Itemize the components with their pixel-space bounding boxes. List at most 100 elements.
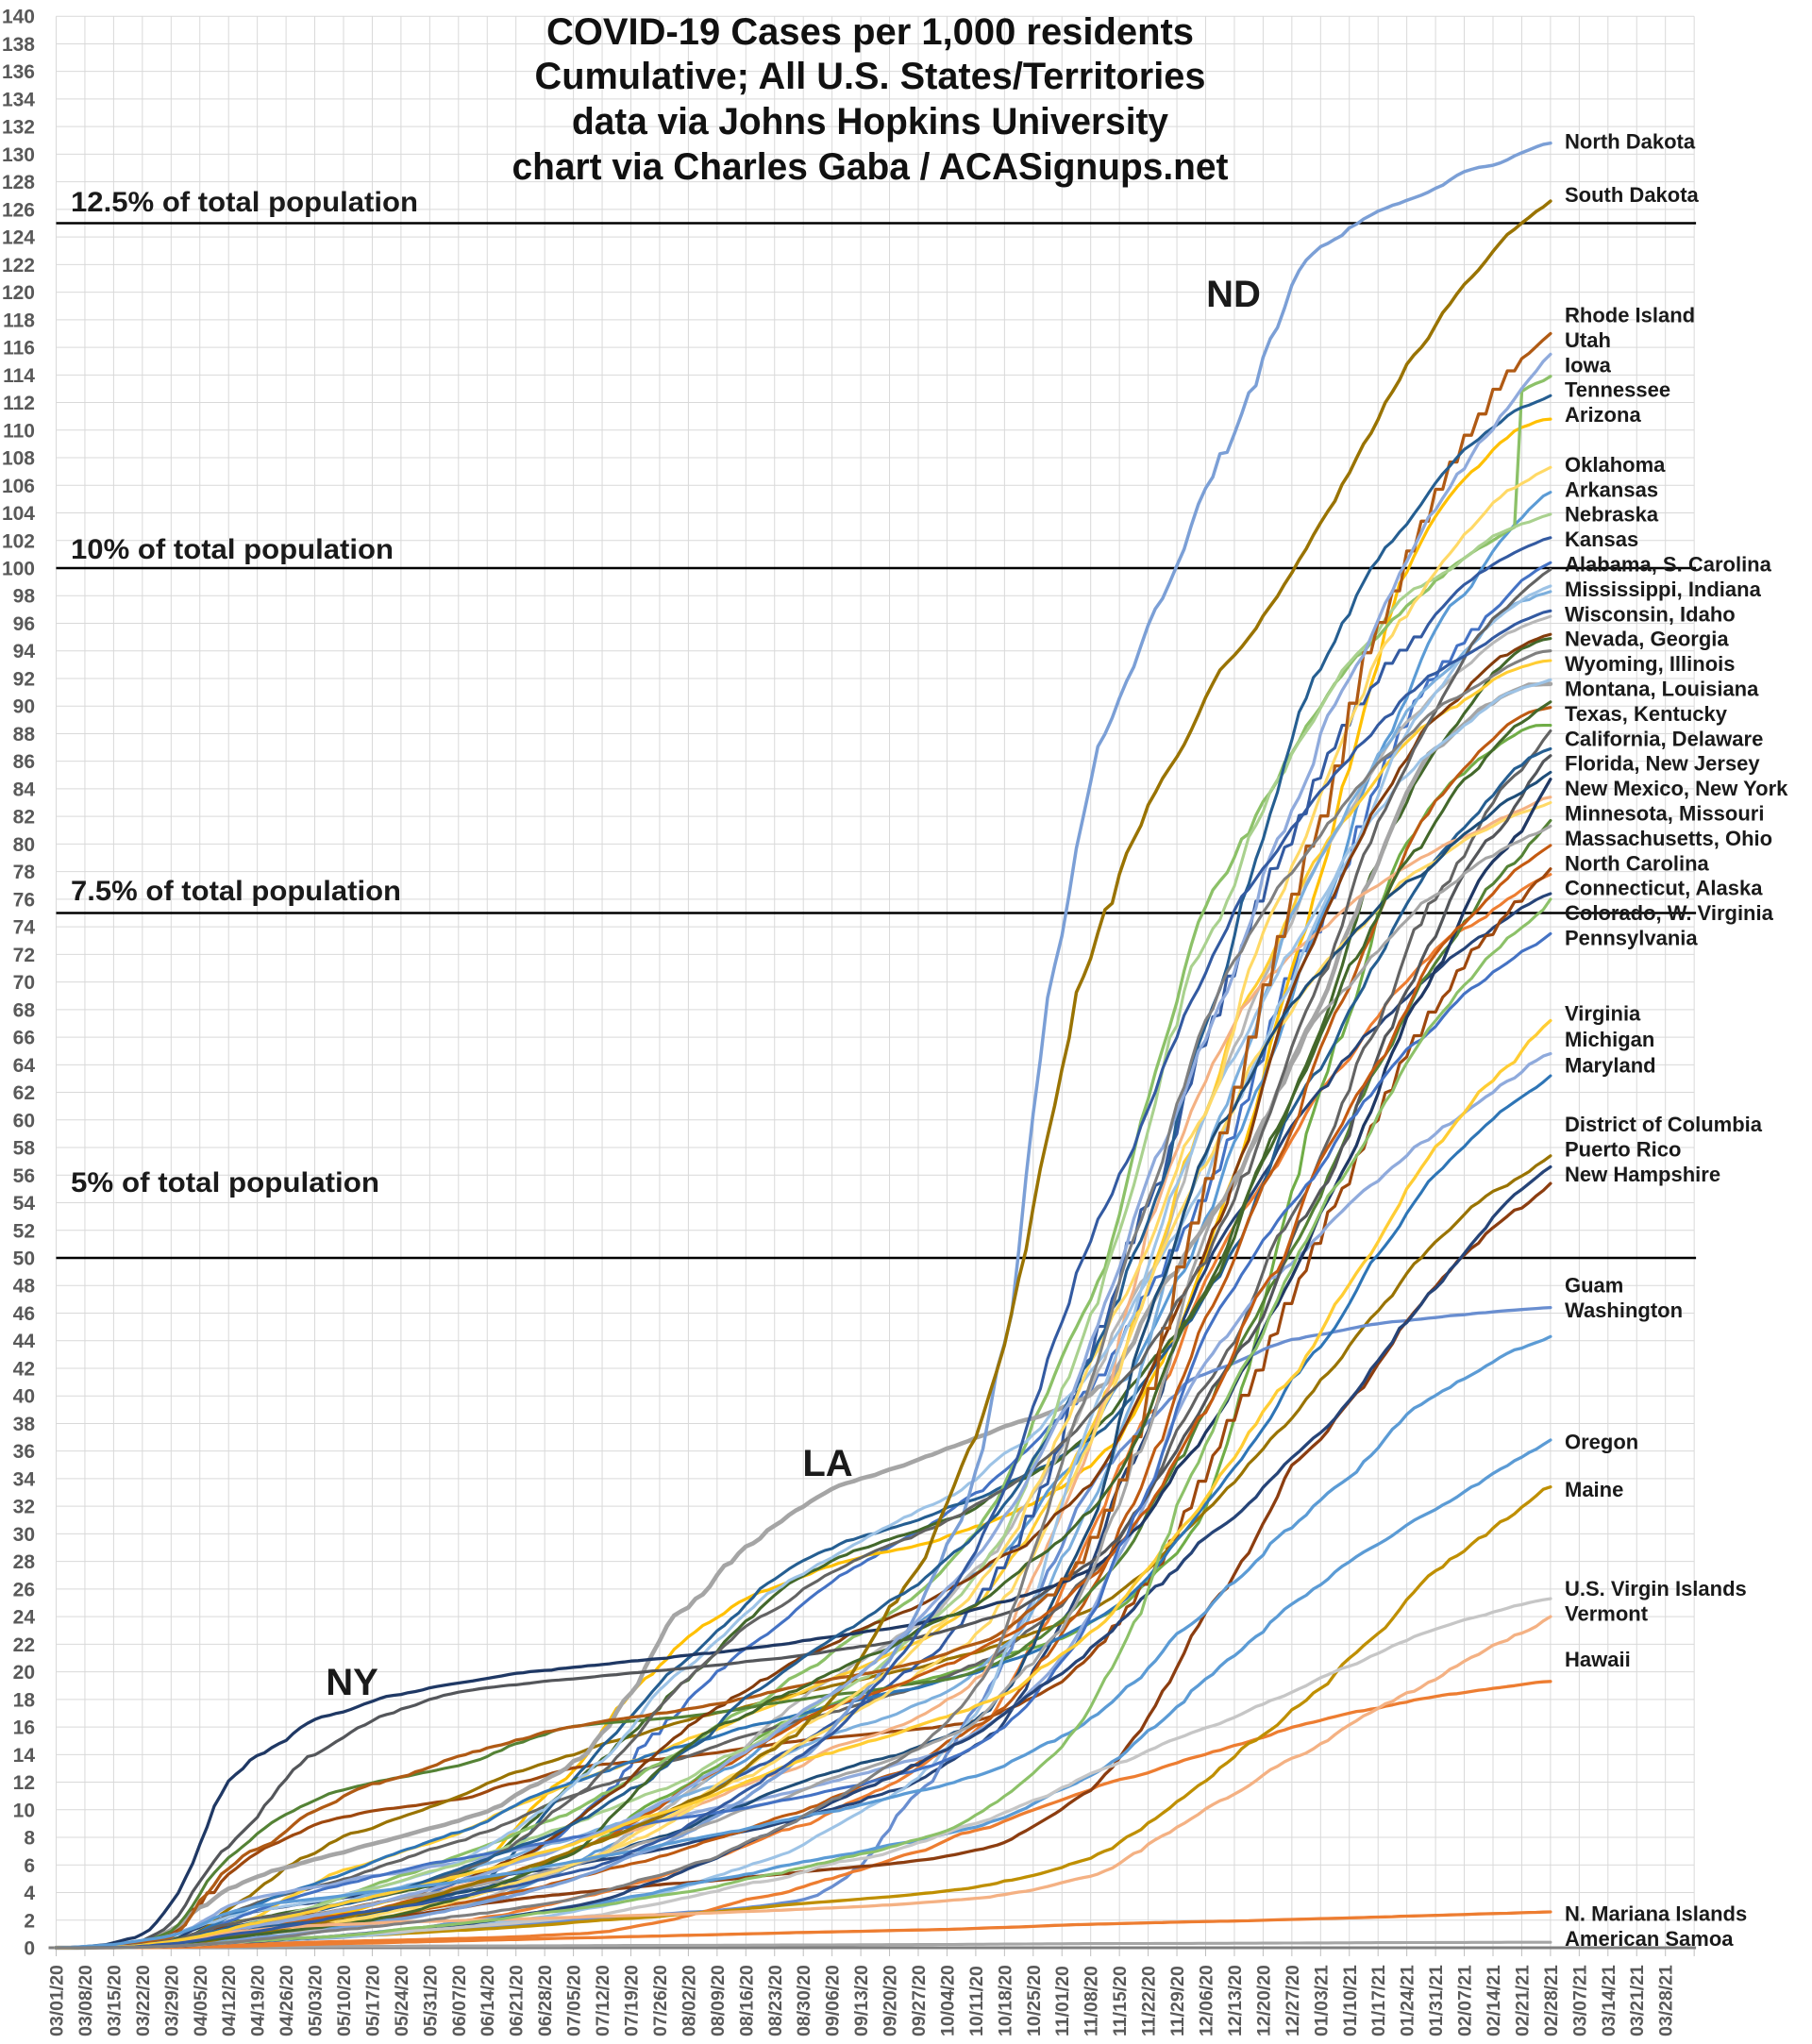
svg-text:130: 130	[2, 144, 35, 166]
svg-text:16: 16	[13, 1717, 35, 1739]
svg-text:Arizona: Arizona	[1565, 403, 1641, 427]
svg-text:128: 128	[2, 172, 35, 193]
svg-text:Wisconsin, Idaho: Wisconsin, Idaho	[1565, 602, 1736, 626]
svg-text:Wyoming, Illinois: Wyoming, Illinois	[1565, 652, 1736, 676]
svg-text:Rhode Island: Rhode Island	[1565, 304, 1695, 327]
svg-text:10/18/20: 10/18/20	[995, 1965, 1015, 2036]
svg-text:92: 92	[13, 669, 35, 691]
svg-text:03/01/20: 03/01/20	[47, 1965, 68, 2036]
svg-text:South Dakota: South Dakota	[1565, 183, 1700, 207]
svg-text:Cumulative; All U.S. States/Te: Cumulative; All U.S. States/Territories	[535, 56, 1206, 97]
svg-text:04/05/20: 04/05/20	[191, 1965, 211, 2036]
svg-text:32: 32	[13, 1497, 35, 1518]
svg-text:New Mexico, New York: New Mexico, New York	[1565, 777, 1788, 800]
svg-text:NY: NY	[326, 1662, 378, 1703]
svg-text:10: 10	[13, 1800, 35, 1821]
svg-text:06/28/20: 06/28/20	[535, 1965, 556, 2036]
svg-text:Maine: Maine	[1565, 1478, 1623, 1501]
svg-text:Iowa: Iowa	[1565, 353, 1612, 377]
svg-text:94: 94	[13, 641, 36, 662]
svg-text:42: 42	[13, 1359, 35, 1381]
svg-text:06/07/20: 06/07/20	[449, 1965, 470, 2036]
svg-text:140: 140	[2, 7, 35, 28]
svg-text:Massachusetts, Ohio: Massachusetts, Ohio	[1565, 827, 1772, 850]
svg-text:09/27/20: 09/27/20	[909, 1965, 930, 2036]
svg-text:N. Mariana Islands: N. Mariana Islands	[1565, 1902, 1747, 1926]
svg-text:50: 50	[13, 1248, 35, 1270]
svg-text:09/13/20: 09/13/20	[851, 1965, 872, 2036]
svg-text:COVID-19 Cases per 1,000 resid: COVID-19 Cases per 1,000 residents	[546, 11, 1194, 53]
svg-text:09/06/20: 09/06/20	[823, 1965, 844, 2036]
svg-text:American Samoa: American Samoa	[1565, 1927, 1734, 1951]
svg-text:90: 90	[13, 696, 35, 718]
svg-text:Kansas: Kansas	[1565, 528, 1638, 551]
svg-text:Arkansas: Arkansas	[1565, 477, 1658, 501]
svg-text:78: 78	[13, 862, 36, 883]
svg-text:104: 104	[2, 503, 35, 525]
svg-text:136: 136	[2, 61, 35, 83]
svg-text:02/28/21: 02/28/21	[1541, 1965, 1562, 2036]
svg-text:09/20/20: 09/20/20	[881, 1965, 901, 2036]
svg-text:34: 34	[13, 1468, 36, 1490]
svg-text:07/26/20: 07/26/20	[650, 1965, 671, 2036]
svg-text:116: 116	[3, 338, 35, 360]
svg-text:12.5% of total population: 12.5% of total population	[71, 187, 418, 218]
svg-text:chart via Charles Gaba / ACASi: chart via Charles Gaba / ACASignups.net	[512, 146, 1229, 188]
svg-text:04/26/20: 04/26/20	[277, 1965, 297, 2036]
svg-text:08/23/20: 08/23/20	[765, 1965, 786, 2036]
svg-text:54: 54	[13, 1193, 36, 1215]
svg-text:01/10/21: 01/10/21	[1340, 1965, 1361, 2036]
svg-text:20: 20	[13, 1662, 35, 1684]
svg-text:4: 4	[24, 1883, 35, 1904]
svg-text:01/24/21: 01/24/21	[1398, 1965, 1418, 2036]
svg-text:86: 86	[13, 751, 35, 773]
svg-text:Utah: Utah	[1565, 328, 1611, 352]
svg-text:Montana, Louisiana: Montana, Louisiana	[1565, 678, 1759, 701]
svg-text:08/30/20: 08/30/20	[794, 1965, 814, 2036]
svg-text:70: 70	[13, 972, 35, 994]
svg-text:5% of total population: 5% of total population	[71, 1167, 379, 1198]
svg-text:44: 44	[13, 1331, 36, 1352]
svg-text:18: 18	[13, 1689, 36, 1711]
svg-text:22: 22	[13, 1634, 35, 1656]
svg-text:6: 6	[24, 1855, 35, 1877]
svg-text:Nevada, Georgia: Nevada, Georgia	[1565, 628, 1729, 651]
svg-text:12/20/20: 12/20/20	[1253, 1965, 1274, 2036]
svg-text:Connecticut, Alaska: Connecticut, Alaska	[1565, 877, 1763, 900]
svg-text:126: 126	[2, 199, 35, 221]
svg-text:72: 72	[13, 945, 35, 966]
svg-text:48: 48	[13, 1276, 36, 1298]
svg-text:100: 100	[2, 559, 35, 580]
svg-text:North Carolina: North Carolina	[1565, 851, 1710, 875]
svg-text:62: 62	[13, 1082, 35, 1104]
svg-text:Alabama, S. Carolina: Alabama, S. Carolina	[1565, 553, 1772, 577]
svg-text:05/24/20: 05/24/20	[392, 1965, 412, 2036]
svg-text:10/11/20: 10/11/20	[966, 1966, 987, 2036]
svg-text:58: 58	[13, 1138, 36, 1160]
svg-text:ND: ND	[1206, 274, 1261, 315]
svg-text:102: 102	[2, 530, 35, 552]
svg-text:10/04/20: 10/04/20	[937, 1965, 958, 2036]
svg-text:120: 120	[2, 282, 35, 304]
svg-text:112: 112	[3, 393, 35, 414]
svg-text:2: 2	[24, 1910, 35, 1932]
svg-text:03/14/21: 03/14/21	[1599, 1965, 1619, 2036]
svg-text:56: 56	[13, 1165, 35, 1187]
svg-text:03/28/21: 03/28/21	[1656, 1965, 1677, 2036]
svg-text:03/08/20: 03/08/20	[76, 1965, 96, 2036]
svg-text:80: 80	[13, 834, 35, 856]
svg-text:134: 134	[2, 89, 35, 110]
svg-text:38: 38	[13, 1414, 36, 1435]
svg-text:04/12/20: 04/12/20	[219, 1965, 240, 2036]
svg-text:11/01/20: 11/01/20	[1052, 1966, 1073, 2036]
svg-text:108: 108	[2, 448, 35, 470]
svg-text:36: 36	[13, 1441, 35, 1463]
svg-text:Texas, Kentucky: Texas, Kentucky	[1565, 702, 1728, 726]
svg-text:11/15/20: 11/15/20	[1110, 1966, 1131, 2036]
svg-text:data via Johns Hopkins Univers: data via Johns Hopkins University	[572, 101, 1169, 142]
svg-text:46: 46	[13, 1303, 35, 1325]
svg-text:07/12/20: 07/12/20	[593, 1965, 613, 2036]
svg-text:7.5% of total population: 7.5% of total population	[71, 876, 401, 907]
svg-text:05/03/20: 05/03/20	[306, 1965, 327, 2036]
svg-text:Nebraska: Nebraska	[1565, 503, 1659, 527]
